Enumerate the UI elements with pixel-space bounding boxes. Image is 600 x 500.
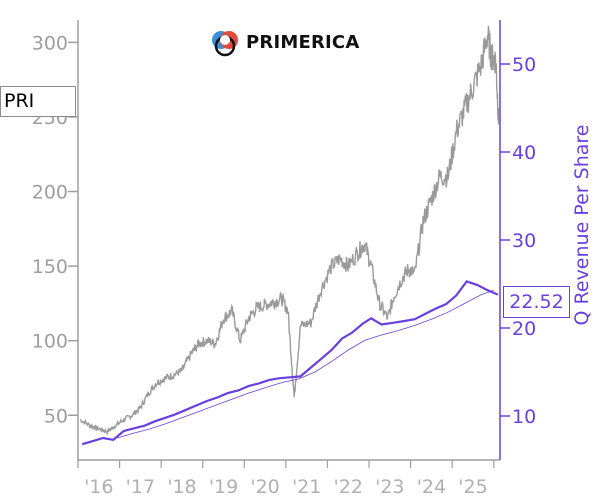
- x-tick-label: '16: [84, 476, 113, 498]
- ticker-label: PRI: [0, 86, 76, 117]
- x-tick-label: '19: [209, 476, 238, 498]
- x-tick-label: '22: [334, 476, 363, 498]
- right-tick-label: 30: [512, 230, 536, 252]
- x-tick-label: '24: [417, 476, 446, 498]
- left-tick-label: 50: [44, 405, 68, 427]
- x-tick-label: '23: [375, 476, 404, 498]
- right-tick-label: 40: [512, 142, 536, 164]
- price-line: [80, 25, 500, 436]
- revenue-trend-line: [117, 289, 494, 439]
- x-tick-label: '17: [126, 476, 155, 498]
- x-tick-label: '18: [167, 476, 196, 498]
- left-tick-label: 100: [32, 331, 68, 353]
- logo-text: PRIMERICA: [246, 31, 360, 53]
- x-tick-label: '20: [250, 476, 279, 498]
- primerica-logo-icon: [212, 31, 238, 57]
- revenue-per-share-line: [81, 280, 499, 446]
- left-tick-label: 150: [32, 256, 68, 278]
- right-tick-label: 10: [512, 406, 536, 428]
- right-axis-title: Q Revenue Per Share: [571, 125, 593, 326]
- x-tick-label: '25: [458, 476, 487, 498]
- current-value-label: 22.52: [503, 286, 570, 318]
- right-tick-label: 50: [512, 54, 536, 76]
- company-logo: PRIMERICA: [210, 26, 359, 58]
- left-tick-label: 300: [32, 32, 68, 54]
- x-tick-label: '21: [292, 476, 321, 498]
- left-tick-label: 200: [32, 182, 68, 204]
- right-tick-label: 20: [512, 318, 536, 340]
